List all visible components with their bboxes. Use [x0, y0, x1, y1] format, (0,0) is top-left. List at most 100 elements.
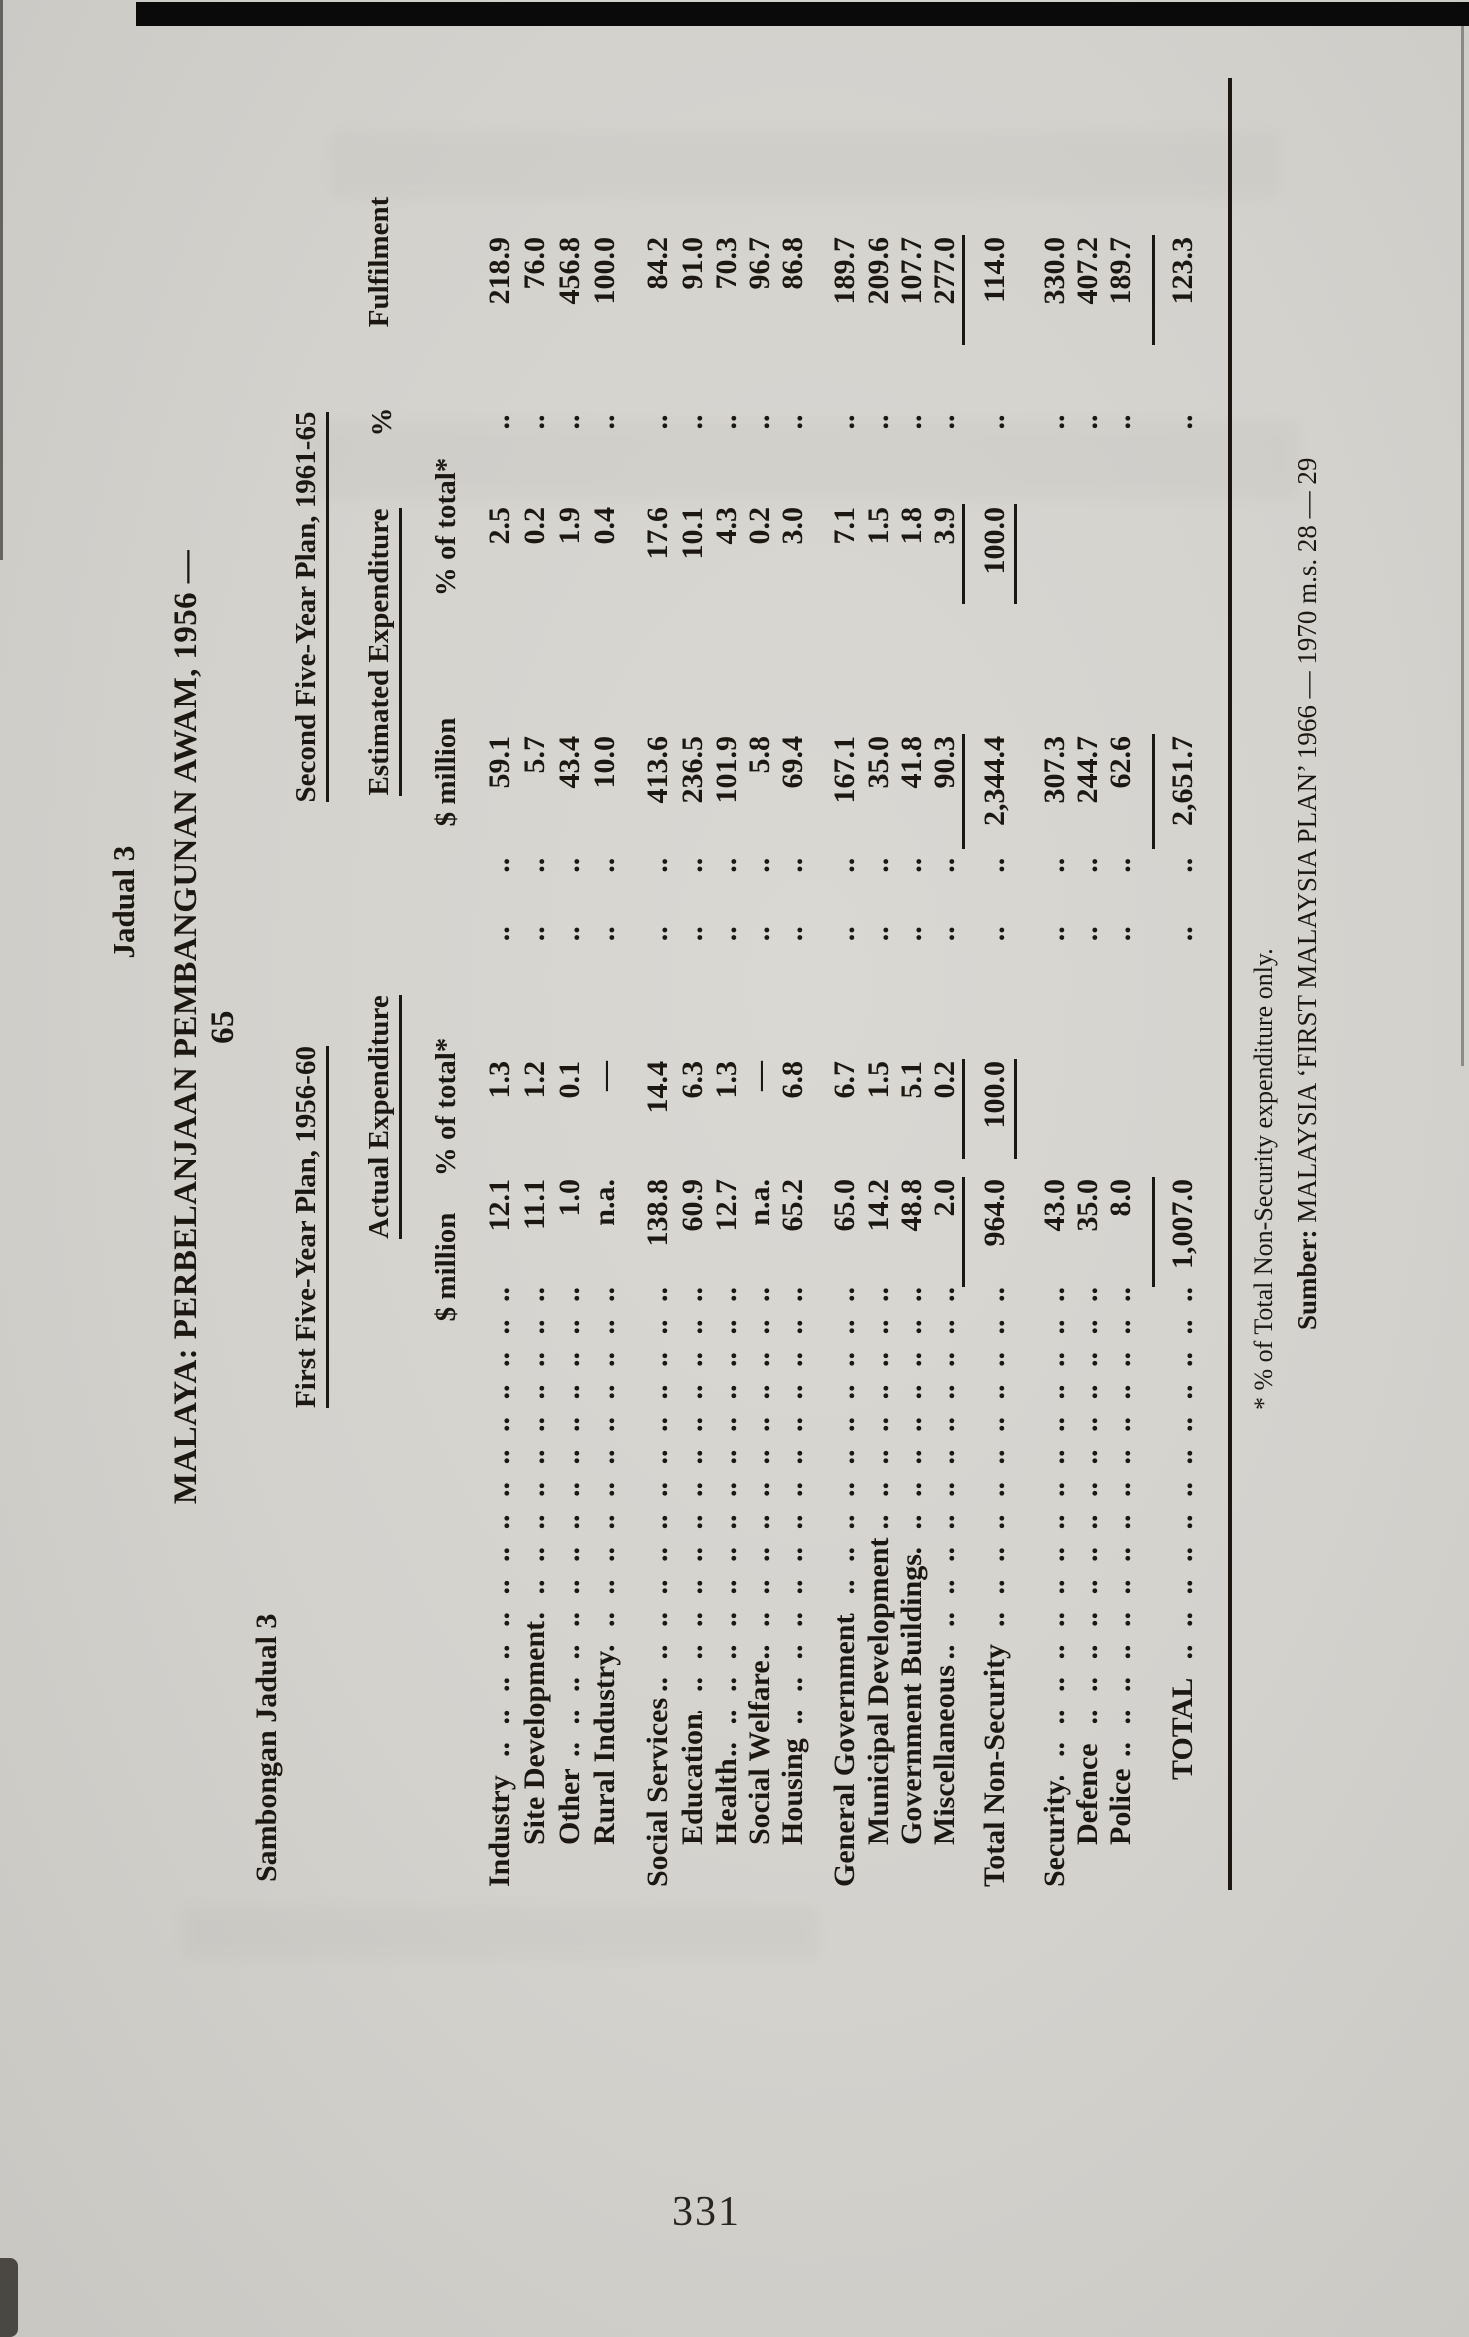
- cell-actual-amount: 14.2: [862, 1179, 895, 1232]
- cell-fulfilment: 189.7: [1104, 237, 1137, 305]
- cell-fulfilment: 100.0: [588, 237, 621, 305]
- cell-estimated-amount: 10.0: [588, 736, 621, 789]
- scan-edge-top-bar: [136, 2, 1469, 26]
- row-label: Government Buildings: [895, 1554, 928, 1845]
- cell-estimated-pct: [1071, 507, 1105, 647]
- cell-actual-amount: 1.0: [553, 1179, 586, 1217]
- leader-dots: .. .. .. .. .. .. .. .. .. .. .. .. .. .…: [553, 1287, 586, 1769]
- cell-actual-pct: 1.5: [862, 1061, 895, 1099]
- leader-dots: .. .. .. .. .. .. .. .. .. .. .. .. .. .…: [710, 1287, 743, 1759]
- row-label: Police: [1104, 1768, 1137, 1845]
- row-label: Social Services: [641, 1697, 674, 1887]
- table-row: Municipal Development.. .. .. .. .. .. .…: [862, 77, 896, 1887]
- cell-actual-pct: 0.2: [928, 1061, 961, 1099]
- cell-actual-amount: 35.0: [1071, 1179, 1104, 1232]
- row-label: Total Non-Security: [978, 1643, 1011, 1887]
- cell-estimated-amount: 244.7: [1071, 736, 1104, 804]
- cell-estimated-pct: 1.9: [553, 507, 586, 545]
- cell-fulfilment: 107.7: [895, 237, 928, 305]
- cell-fulfilment: 189.7: [828, 237, 861, 305]
- cell-actual-amount: n.a.: [743, 1179, 776, 1226]
- page-number: 331: [672, 2189, 741, 2235]
- source-label: Sumber:: [1292, 1229, 1322, 1331]
- leader-dots: .. .. .. .. .. .. .. .. .. .. .. .. .. .…: [676, 1287, 709, 1714]
- cell-actual-pct: 14.4: [641, 1061, 674, 1114]
- plan2-header: Second Five-Year Plan, 1961-65: [290, 382, 329, 832]
- row-label-group: Security.. .. .. .. .. .. .. .. .. .. ..…: [1038, 1287, 1072, 1887]
- cell-actual-amount: 1,007.0: [1166, 1179, 1199, 1269]
- cell-fulfilment: 123.3: [1166, 237, 1199, 305]
- cell-fulfilment: 76.0: [518, 237, 551, 290]
- rule-below-total-nonsecurity: [1014, 504, 1017, 604]
- cell-actual-pct: —: [588, 1061, 621, 1091]
- separator-dots: ..: [1104, 414, 1137, 430]
- leader-dots: .. .. .. .. .. .. .. .. .. .. .. .. .. .…: [483, 1287, 516, 1776]
- cell-actual-pct: [1038, 1061, 1072, 1197]
- separator-dots: ..: [928, 414, 961, 430]
- cell-actual-pct: —: [743, 1061, 776, 1091]
- row-label-group: Defence.. .. .. .. .. .. .. .. .. .. .. …: [1071, 1287, 1105, 1845]
- cell-actual-pct: 1.3: [710, 1061, 743, 1099]
- separator-dots: ..: [553, 414, 586, 430]
- separator-dots: ..: [978, 414, 1011, 430]
- plan1-subheader: Actual Expenditure: [363, 967, 402, 1267]
- row-label: Education: [676, 1713, 709, 1845]
- cell-estimated-amount: 62.6: [1104, 736, 1137, 789]
- row-label: Housing: [776, 1738, 809, 1845]
- plan2-subheader: Estimated Expenditure: [363, 477, 402, 827]
- cell-actual-pct: 6.8: [776, 1061, 809, 1099]
- scan-corner-mark: [0, 2258, 18, 2337]
- separator-dots: ..: [743, 414, 776, 430]
- cell-fulfilment: 70.3: [710, 237, 743, 290]
- rule-above-grand-total: [1152, 235, 1155, 345]
- source-text: MALAYSIA ‘FIRST MALAYSIA PLAN’ 1966 — 19…: [1292, 457, 1322, 1230]
- cell-estimated-pct: 0.2: [518, 507, 551, 545]
- separator-dots: ..: [895, 414, 928, 430]
- scan-smudge: [330, 130, 1280, 200]
- row-label-group: Site Development.. .. .. .. .. .. .. .. …: [518, 1287, 552, 1845]
- rule-above-total-nonsecurity: [962, 504, 965, 604]
- table-row: Social Welfare.. .. .. .. .. .. .. .. ..…: [743, 77, 777, 1887]
- cell-fulfilment: 209.6: [862, 237, 895, 305]
- table-row: Total Non-Security.. .. .. .. .. .. .. .…: [978, 77, 1012, 1887]
- row-label: Industry: [483, 1775, 516, 1887]
- cell-actual-amount: 60.9: [676, 1179, 709, 1232]
- rule-above-grand-total: [1152, 1177, 1155, 1287]
- cell-actual-pct: [1104, 1061, 1138, 1197]
- scan-smudge: [180, 1905, 820, 1960]
- row-label: Site Development: [518, 1620, 551, 1845]
- cell-estimated-pct: 17.6: [641, 507, 674, 560]
- cell-estimated-amount: 59.1: [483, 736, 516, 789]
- table-row: Industry.. .. .. .. .. .. .. .. .. .. ..…: [483, 77, 517, 1887]
- plan1-amount-column-header: $ million: [430, 1212, 462, 1322]
- cell-fulfilment: 330.0: [1038, 237, 1071, 305]
- separator-dots: ..: [862, 414, 895, 430]
- rule-above-total-nonsecurity: [962, 1177, 965, 1287]
- cell-actual-amount: n.a.: [588, 1179, 621, 1226]
- cell-estimated-pct: 7.1: [828, 507, 861, 545]
- row-label: Rural Industry: [588, 1650, 621, 1845]
- row-label-group: Social Welfare.. .. .. .. .. .. .. .. ..…: [743, 1287, 777, 1845]
- table-row: Education.. .. .. .. .. .. .. .. .. .. .…: [676, 77, 710, 1887]
- table-row: Health.. .. .. .. .. .. .. .. .. .. .. .…: [710, 77, 744, 1887]
- leader-dots: .. .. .. .. .. .. .. .. .. .. .. .. .. .…: [1038, 1287, 1071, 1781]
- row-label: Health: [710, 1758, 743, 1845]
- row-label-group: Government Buildings.. .. .. .. .. .. ..…: [895, 1287, 929, 1845]
- row-label-group: Total Non-Security.. .. .. .. .. .. .. .…: [978, 1287, 1012, 1887]
- separator-dots: ..: [518, 414, 551, 430]
- cell-estimated-amount: 90.3: [928, 736, 961, 789]
- cell-actual-amount: 138.8: [641, 1179, 674, 1247]
- plan2-amount-column-header: $ million: [430, 717, 462, 827]
- rule-above-total-nonsecurity: [962, 734, 965, 849]
- row-label-group: Municipal Development.. .. .. .. .. .. .…: [862, 1287, 896, 1845]
- table-row: Government Buildings.. .. .. .. .. .. ..…: [895, 77, 929, 1887]
- cell-actual-amount: 65.2: [776, 1179, 809, 1232]
- cell-fulfilment: 407.2: [1071, 237, 1104, 305]
- separator-dots: ..: [1038, 414, 1071, 430]
- cell-estimated-pct: [1038, 507, 1072, 647]
- cell-actual-pct: 0.1: [553, 1061, 586, 1099]
- rule-above-total-nonsecurity: [962, 235, 965, 345]
- plan2-pct-column-header: % of total*: [430, 457, 462, 597]
